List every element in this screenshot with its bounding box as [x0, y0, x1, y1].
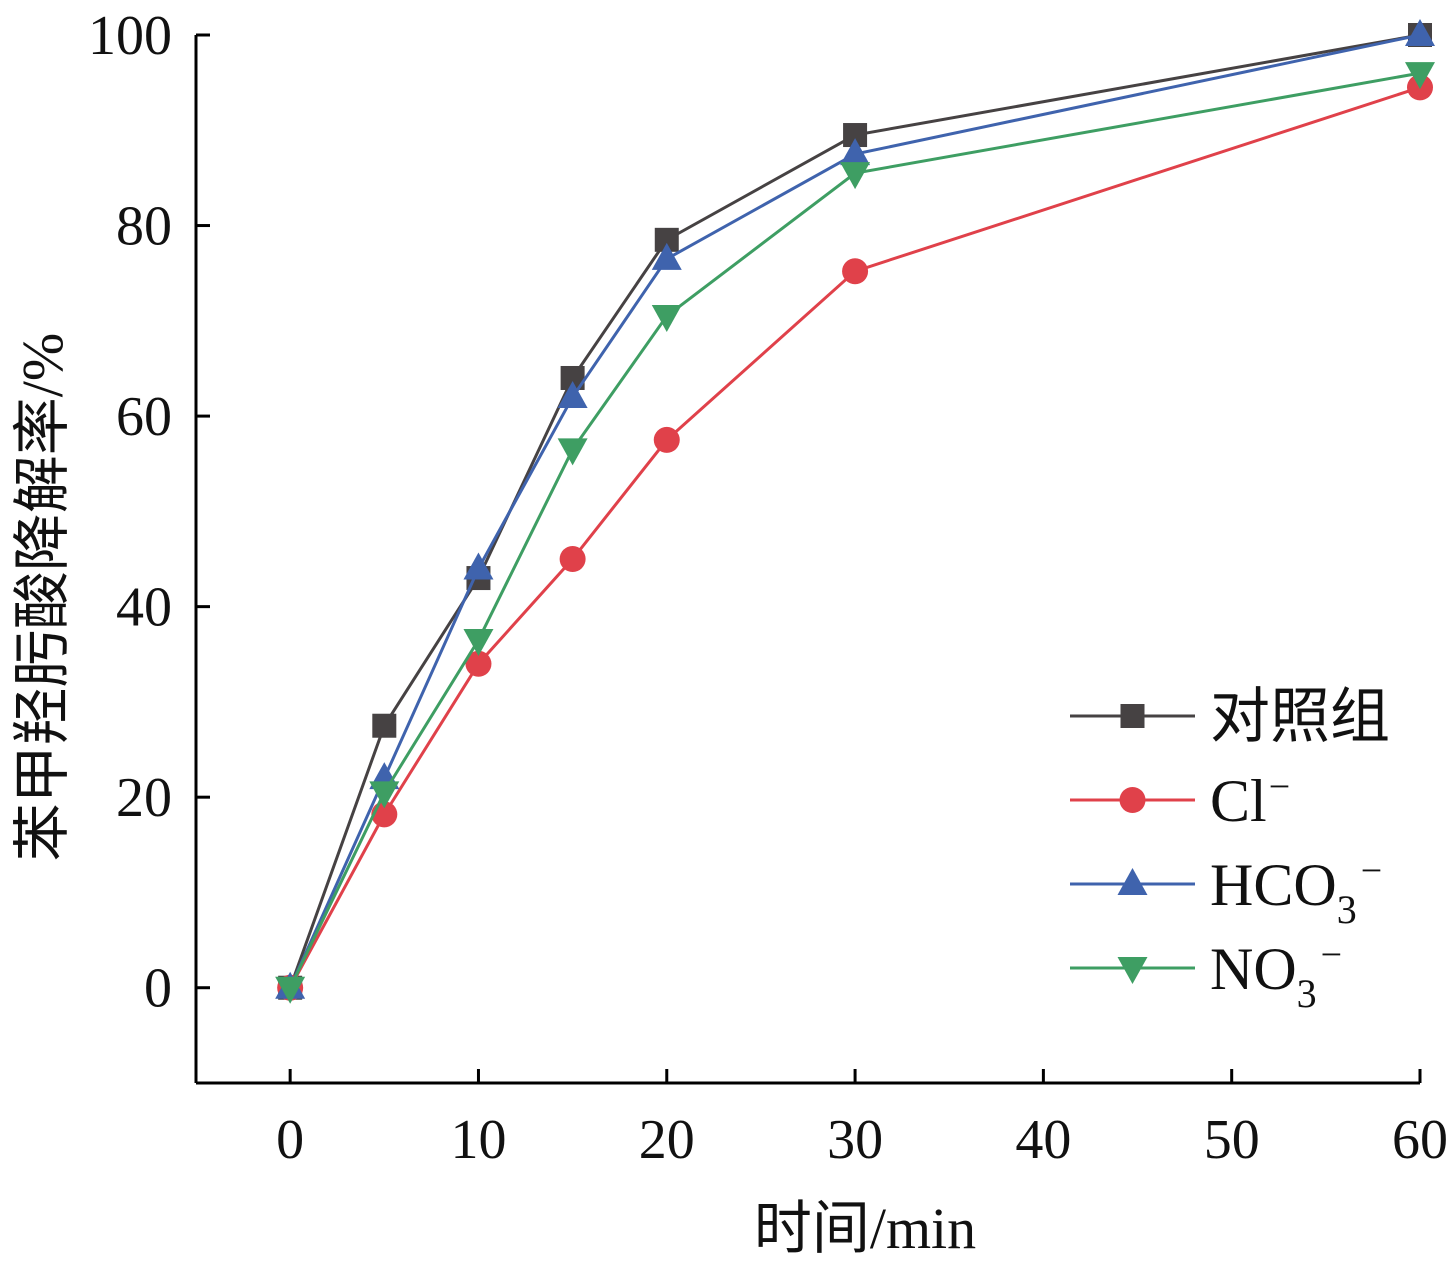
legend-item: Cl−	[1070, 766, 1290, 834]
legend-marker	[1117, 957, 1148, 984]
x-tick-label: 60	[1392, 1109, 1448, 1171]
x-tick-label: 0	[276, 1109, 304, 1171]
data-point	[651, 305, 682, 333]
y-axis-title: 苯甲羟肟酸降解率/%	[10, 333, 75, 861]
data-point	[369, 781, 400, 809]
data-point	[842, 258, 869, 285]
y-tick-label: 0	[144, 958, 172, 1020]
data-point	[275, 976, 306, 1004]
legend-label: NO3−	[1210, 934, 1342, 1016]
x-tick-label: 30	[827, 1109, 883, 1171]
legend-marker	[1120, 704, 1145, 728]
data-point	[372, 713, 397, 738]
legend-item: 对照组	[1070, 684, 1390, 750]
legend-label: 对照组	[1210, 684, 1390, 750]
data-point	[840, 138, 871, 166]
y-tick-label: 20	[116, 767, 172, 829]
legend-item: NO3−	[1070, 934, 1342, 1016]
axes: 0 20 40 60 80 100 0 10 20 30 40 50 60	[88, 5, 1448, 1171]
data-point	[651, 242, 682, 270]
x-tick-label: 20	[639, 1109, 695, 1171]
x-tick-label: 10	[450, 1109, 506, 1171]
series-4	[275, 62, 1435, 1004]
y-tick-label: 40	[116, 577, 172, 639]
y-tick-label: 60	[116, 386, 172, 448]
y-tick-label: 80	[116, 196, 172, 258]
data-point	[463, 552, 494, 580]
series-1	[278, 23, 1432, 1000]
data-point	[557, 381, 588, 409]
data-point	[465, 650, 492, 677]
data-point	[463, 628, 494, 656]
series-3	[275, 19, 1435, 999]
legend: 对照组 Cl− HCO3−NO3−	[1070, 684, 1390, 1016]
x-tick-label: 40	[1015, 1109, 1071, 1171]
legend-label: HCO3−	[1210, 850, 1382, 932]
data-point	[559, 546, 586, 572]
legend-item: HCO3−	[1070, 850, 1382, 932]
series-line	[288, 71, 1421, 989]
legend-marker	[1119, 787, 1146, 813]
data-point	[653, 426, 680, 453]
x-tick-label: 50	[1204, 1109, 1260, 1171]
data-point	[1405, 62, 1435, 90]
data-point	[557, 438, 588, 466]
data-point	[840, 162, 871, 190]
legend-label: Cl−	[1210, 766, 1290, 834]
legend-marker	[1117, 868, 1148, 895]
x-axis-title: 时间/min	[754, 1196, 976, 1261]
plot-area	[275, 19, 1435, 1004]
data-point	[1405, 19, 1435, 46]
y-tick-label: 100	[88, 5, 172, 67]
